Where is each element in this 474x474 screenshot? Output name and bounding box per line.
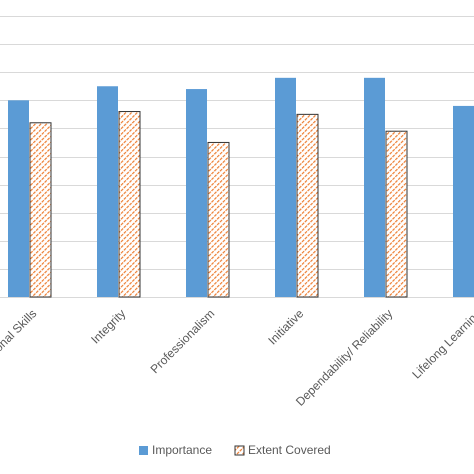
bar	[207, 141, 230, 298]
x-tick-label: Integrity	[88, 306, 128, 346]
legend-swatch	[139, 446, 148, 455]
x-tick-label: Dependability/ Reliability	[293, 306, 395, 408]
bar	[296, 113, 319, 298]
x-tick-label: Professionalism	[148, 306, 218, 376]
bar	[97, 86, 118, 297]
x-tick-label: Interpersonal Skills	[0, 306, 39, 388]
bar	[275, 77, 296, 297]
bar	[186, 89, 207, 297]
bar	[385, 130, 408, 298]
bar	[118, 111, 141, 298]
bar	[29, 122, 52, 298]
bar	[8, 100, 29, 297]
legend-label: Extent Covered	[248, 443, 331, 457]
x-tick-label: Initiative	[265, 306, 306, 347]
legend-label: Importance	[152, 443, 212, 457]
x-tick-label: Lifelong Learning	[409, 306, 474, 381]
bar	[364, 77, 385, 297]
bar	[453, 105, 474, 297]
legend-swatch	[234, 445, 245, 456]
